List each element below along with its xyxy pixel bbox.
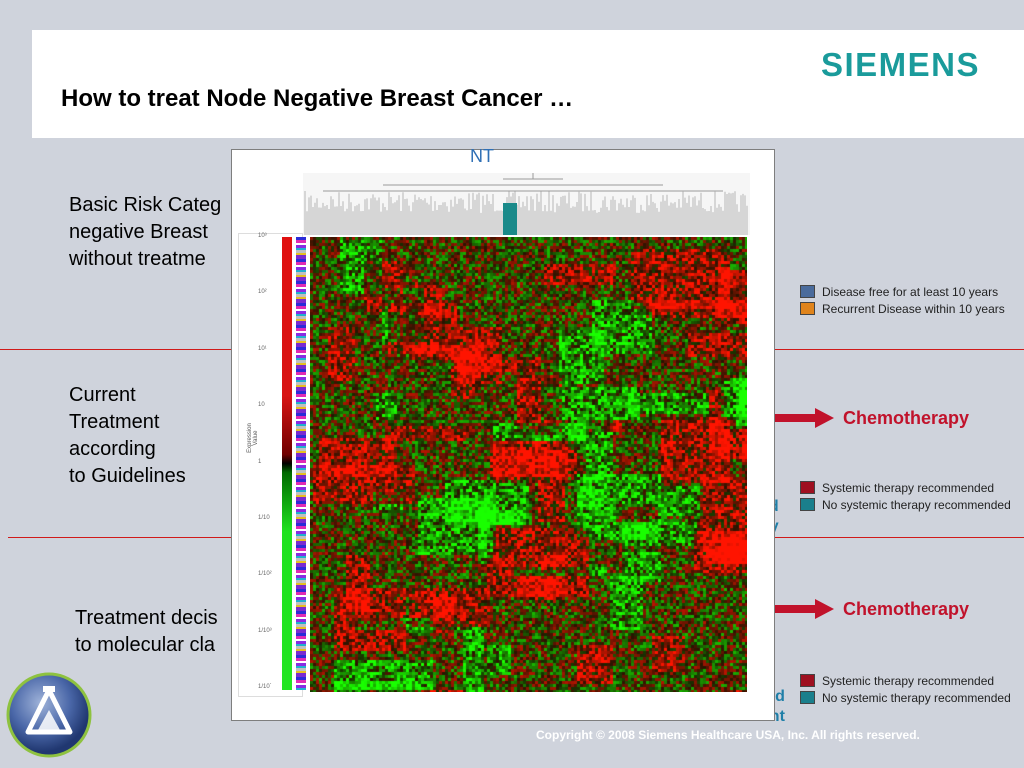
- legend-swatch-teal: [800, 691, 815, 704]
- chemotherapy-label: Chemotherapy: [843, 598, 970, 619]
- legend-item: No systemic therapy recommended: [800, 496, 1011, 513]
- legend-label: No systemic therapy recommended: [822, 497, 1011, 512]
- therapy-legend-2: Systemic therapy recommended No systemic…: [800, 672, 1011, 706]
- legend-item: Disease free for at least 10 years: [800, 283, 1005, 300]
- arrow-right-icon: [773, 599, 834, 619]
- expression-tick: 10: [258, 402, 265, 409]
- copyright-text: Copyright © 2008 Siemens Healthcare USA,…: [536, 728, 920, 742]
- expression-tick: 1/10²: [258, 571, 272, 578]
- legend-item: Systemic therapy recommended: [800, 479, 1011, 496]
- nt-label: NT: [470, 146, 494, 166]
- siemens-logo: SIEMENS: [820, 46, 980, 83]
- therapy-legend-1: Systemic therapy recommended No systemic…: [800, 479, 1011, 513]
- gene-expression-heatmap: [310, 237, 747, 692]
- outcome-legend: Disease free for at least 10 years Recur…: [800, 283, 1005, 317]
- arrow-right-icon: [773, 408, 834, 428]
- risk-category-text: Basic Risk Categ negative Breast without…: [69, 194, 222, 270]
- dendrogram: [303, 173, 750, 235]
- expression-tick: 1/10³: [258, 627, 272, 634]
- expression-tick: 1/10´: [258, 684, 272, 690]
- legend-label: No systemic therapy recommended: [822, 690, 1011, 705]
- legend-item: No systemic therapy recommended: [800, 689, 1011, 706]
- sample-annotation-stripes: [296, 237, 306, 690]
- legend-swatch-red: [800, 481, 815, 494]
- legend-item: Recurrent Disease within 10 years: [800, 300, 1005, 317]
- expression-axis-title: Expression Value: [247, 423, 259, 453]
- current-treatment-text: Current Treatment according to Guideline…: [69, 384, 186, 487]
- legend-swatch-orange: [800, 302, 815, 315]
- expression-color-bar: [282, 237, 292, 690]
- expression-tick: 10³: [258, 233, 267, 239]
- chemotherapy-arrow-1: Chemotherapy: [773, 407, 969, 429]
- chemotherapy-arrow-2: Chemotherapy: [773, 598, 969, 620]
- chemotherapy-label: Chemotherapy: [843, 407, 970, 428]
- expression-tick: 1/10: [258, 514, 270, 521]
- legend-swatch-blue: [800, 285, 815, 298]
- legend-swatch-red: [800, 674, 815, 687]
- legend-label: Systemic therapy recommended: [822, 673, 995, 688]
- legend-label: Disease free for at least 10 years: [822, 284, 999, 299]
- slide-header: How to treat Node Negative Breast Cancer…: [32, 30, 1024, 138]
- flask-logo-icon: [6, 672, 92, 758]
- expression-scale-panel: [238, 233, 303, 697]
- legend-swatch-teal: [800, 498, 815, 511]
- expression-tick: 1: [258, 458, 262, 465]
- legend-label: Systemic therapy recommended: [822, 480, 995, 495]
- treatment-decision-text: Treatment decis to molecular cla: [75, 607, 218, 656]
- expression-tick: 10¹: [258, 345, 267, 352]
- legend-label: Recurrent Disease within 10 years: [822, 301, 1005, 316]
- expression-tick: 10²: [258, 289, 267, 296]
- legend-item: Systemic therapy recommended: [800, 672, 1011, 689]
- slide-title: How to treat Node Negative Breast Cancer…: [61, 85, 574, 112]
